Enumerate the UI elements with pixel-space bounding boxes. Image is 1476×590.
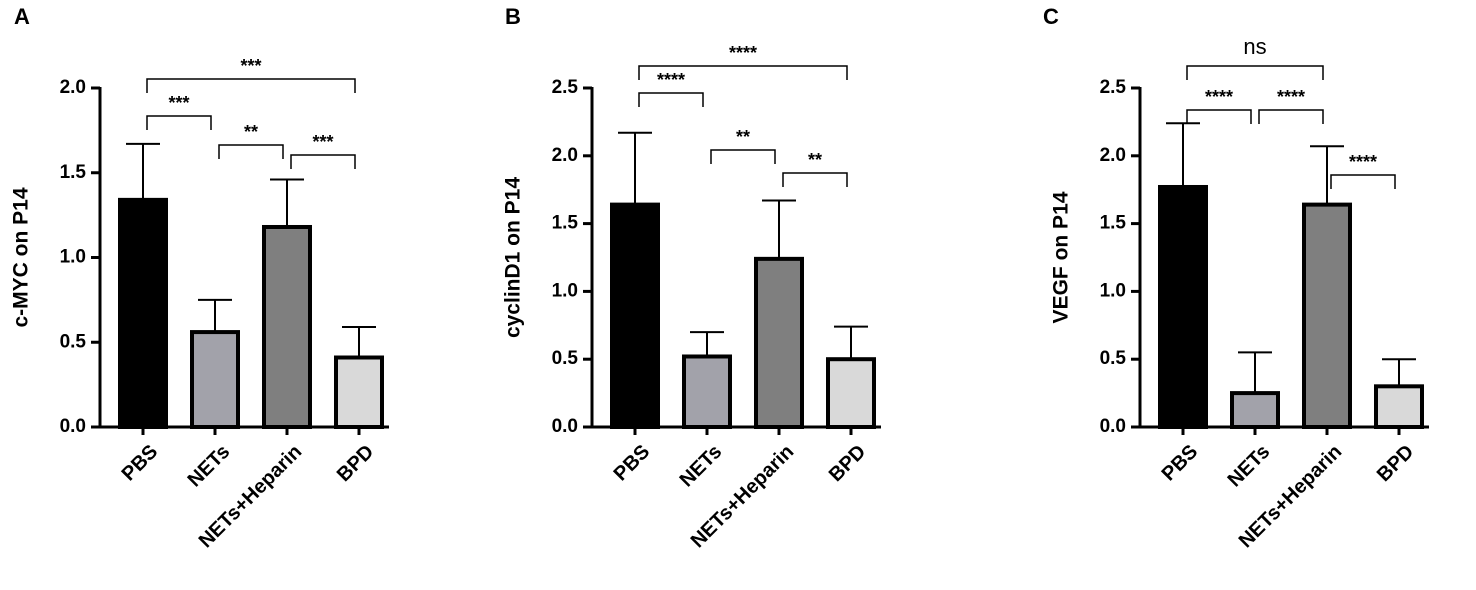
- y-tick-label: 2.0: [552, 145, 578, 166]
- y-tick-label: 2.5: [1100, 77, 1127, 98]
- bar: [1230, 391, 1280, 430]
- significance-bracket: [146, 78, 356, 93]
- bar: [334, 355, 384, 430]
- significance-bracket: [1186, 109, 1252, 124]
- y-tick-label: 1.5: [60, 162, 87, 183]
- significance-label: ****: [657, 70, 685, 90]
- bar: [754, 256, 804, 429]
- y-tick-label: 0.0: [552, 416, 578, 437]
- significance-label: **: [244, 122, 258, 142]
- significance-bracket: [218, 144, 284, 159]
- significance-bracket: [1258, 109, 1324, 124]
- significance-label: ****: [1349, 152, 1377, 172]
- significance-label: ****: [1277, 87, 1305, 107]
- bar: [682, 354, 732, 430]
- y-tick-label: 1.5: [1100, 213, 1127, 234]
- y-tick-label: 1.0: [552, 280, 578, 301]
- significance-bracket: [290, 154, 356, 169]
- panel-label: B: [505, 4, 521, 29]
- x-tick-label: BPD: [1373, 441, 1418, 486]
- bar: [610, 202, 660, 429]
- significance-label: ns: [1243, 34, 1266, 59]
- x-tick-label: PBS: [1158, 441, 1203, 486]
- y-tick-label: 1.0: [60, 247, 86, 268]
- significance-label: ***: [168, 93, 189, 113]
- bar: [118, 197, 168, 429]
- y-tick-label: 1.0: [1100, 280, 1126, 301]
- panel-label: C: [1043, 4, 1059, 29]
- y-tick-label: 2.5: [552, 77, 579, 98]
- bar: [1302, 202, 1352, 429]
- significance-bracket: [1330, 174, 1396, 189]
- significance-bracket: [638, 65, 848, 80]
- significance-bracket: [638, 92, 704, 107]
- x-tick-label: PBS: [610, 441, 655, 486]
- y-tick-label: 2.0: [1100, 145, 1126, 166]
- y-tick-label: 1.5: [552, 213, 579, 234]
- significance-label: **: [736, 127, 750, 147]
- significance-label: **: [808, 150, 822, 170]
- x-tick-label: NETs: [184, 441, 235, 492]
- significance-bracket: [710, 149, 776, 164]
- significance-bracket: [1186, 65, 1324, 80]
- y-tick-label: 0.5: [60, 331, 87, 352]
- significance-label: ****: [1205, 87, 1233, 107]
- x-tick-label: BPD: [825, 441, 870, 486]
- bar: [1158, 184, 1208, 429]
- y-tick-label: 0.0: [60, 416, 86, 437]
- y-tick-label: 0.5: [552, 348, 579, 369]
- significance-label: ***: [240, 56, 261, 76]
- y-tick-label: 0.0: [1100, 416, 1126, 437]
- y-axis-title: c-MYC on P14: [10, 187, 33, 327]
- bar: [262, 224, 312, 429]
- significance-label: ****: [729, 43, 757, 63]
- y-axis-title: cyclinD1 on P14: [502, 177, 525, 338]
- y-tick-label: 0.5: [1100, 348, 1127, 369]
- x-tick-label: NETs: [1224, 441, 1275, 492]
- significance-bracket: [782, 172, 848, 187]
- bar: [190, 330, 240, 429]
- bar: [1374, 384, 1424, 430]
- significance-bracket: [146, 115, 212, 130]
- y-axis-title: VEGF on P14: [1050, 191, 1073, 323]
- x-tick-label: NETs: [676, 441, 727, 492]
- panel-label: A: [14, 4, 30, 29]
- x-tick-label: BPD: [333, 441, 378, 486]
- y-tick-label: 2.0: [60, 77, 86, 98]
- significance-label: ***: [312, 132, 333, 152]
- x-tick-label: PBS: [118, 441, 163, 486]
- bar: [826, 357, 876, 430]
